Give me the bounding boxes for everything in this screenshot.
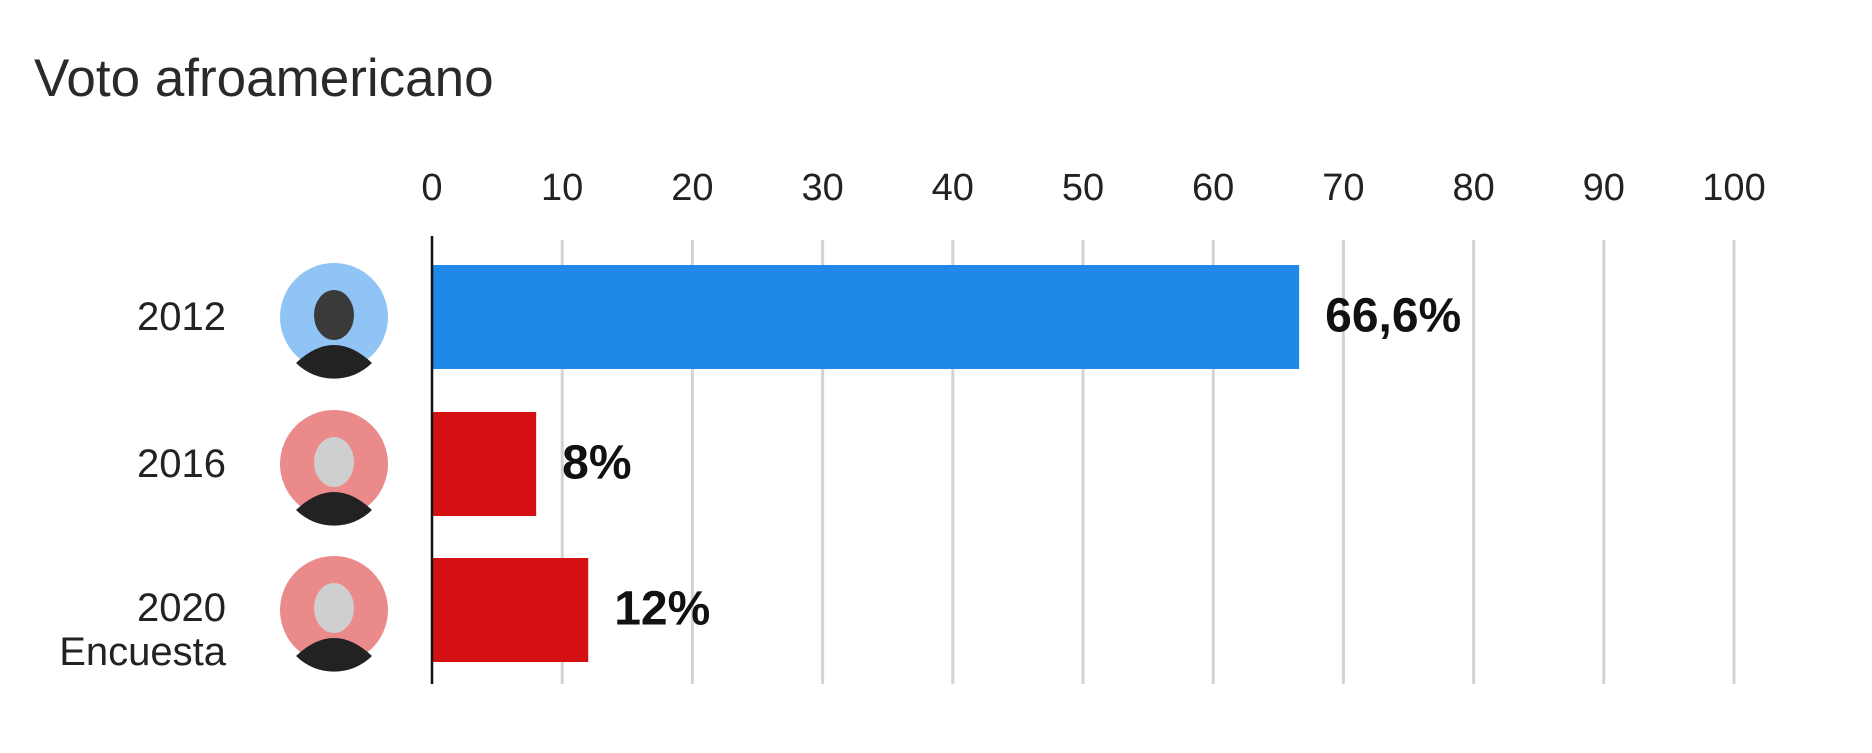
x-tick-label: 20 bbox=[671, 167, 713, 209]
value-label: 12% bbox=[614, 583, 710, 636]
avatar-head bbox=[314, 290, 354, 340]
bar bbox=[432, 412, 537, 516]
x-tick-label: 80 bbox=[1452, 167, 1494, 209]
x-tick-label: 70 bbox=[1322, 167, 1364, 209]
x-tick-label: 0 bbox=[421, 167, 442, 209]
avatar bbox=[280, 556, 388, 672]
x-tick-label: 40 bbox=[932, 167, 974, 209]
x-tick-label: 90 bbox=[1583, 167, 1625, 209]
avatar-head bbox=[314, 583, 354, 633]
avatar-body bbox=[296, 345, 372, 379]
category-label: 2020 Encuesta bbox=[59, 586, 226, 674]
x-tick-label: 50 bbox=[1062, 167, 1104, 209]
bar bbox=[432, 558, 589, 662]
x-tick-label: 30 bbox=[801, 167, 843, 209]
x-tick-label: 60 bbox=[1192, 167, 1234, 209]
x-tick-label: 100 bbox=[1702, 167, 1765, 209]
category-label: 2012 bbox=[137, 295, 226, 339]
bar bbox=[432, 265, 1300, 369]
chart-title: Voto afroamericano bbox=[34, 49, 494, 108]
x-tick-label: 10 bbox=[541, 167, 583, 209]
avatar-body bbox=[296, 492, 372, 526]
value-label: 8% bbox=[562, 437, 631, 490]
category-label: 2016 bbox=[137, 442, 226, 486]
avatar bbox=[280, 410, 388, 526]
avatar bbox=[280, 263, 388, 379]
avatar-body bbox=[296, 638, 372, 672]
avatar-head bbox=[314, 437, 354, 487]
value-label: 66,6% bbox=[1325, 290, 1461, 343]
